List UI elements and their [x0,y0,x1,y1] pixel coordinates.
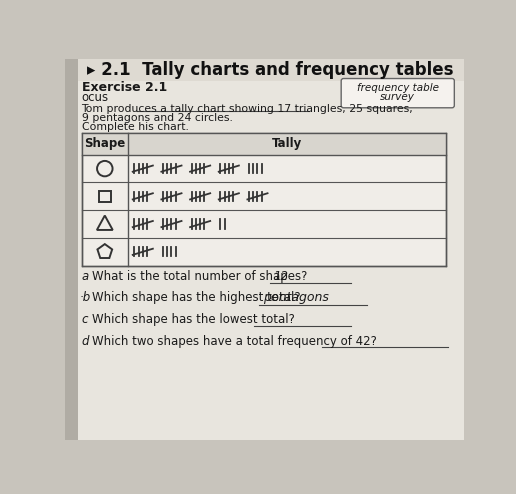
Text: Which shape has the highest total?: Which shape has the highest total? [92,291,301,304]
Text: ▸ 2.1  Tally charts and frequency tables: ▸ 2.1 Tally charts and frequency tables [87,61,453,79]
Text: d: d [82,334,89,348]
Text: ocus: ocus [82,91,109,104]
Text: Shape: Shape [84,137,125,151]
Text: a: a [82,270,89,283]
Text: ·b: ·b [80,291,91,304]
Text: Which shape has the lowest total?: Which shape has the lowest total? [92,313,295,326]
Bar [99,191,110,202]
Text: 12: 12 [274,270,289,283]
Text: Tom produces a tally chart showing 17 triangles, 25 squares,: Tom produces a tally chart showing 17 tr… [82,104,413,114]
Bar [64,59,78,440]
Text: survey: survey [380,92,415,102]
Bar [82,133,446,155]
Text: What is the total number of shapes?: What is the total number of shapes? [92,270,308,283]
Text: Complete his chart.: Complete his chart. [82,122,188,132]
Text: pentagons: pentagons [263,291,329,304]
Text: Tally: Tally [272,137,302,151]
Bar [82,133,446,266]
Text: 9 pentagons and 24 circles.: 9 pentagons and 24 circles. [82,113,232,123]
Text: Which two shapes have a total frequency of 42?: Which two shapes have a total frequency … [92,334,377,348]
Bar [78,59,464,81]
Text: Exercise 2.1: Exercise 2.1 [82,81,167,93]
FancyBboxPatch shape [341,79,454,108]
Text: frequency table: frequency table [357,83,439,93]
Text: c: c [82,313,88,326]
